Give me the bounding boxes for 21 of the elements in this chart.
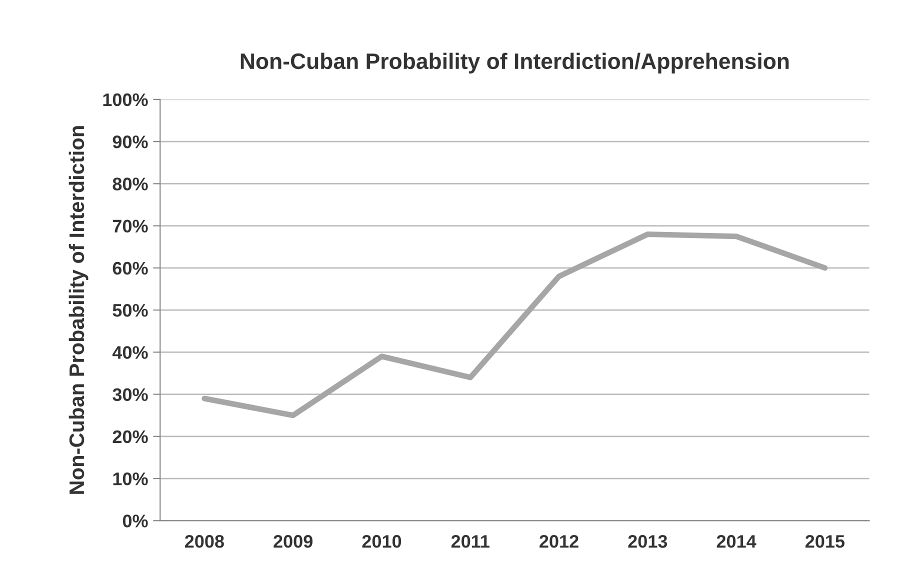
y-tick-label: 60% [112,262,148,275]
y-tick-label: 70% [112,220,148,233]
x-tick-label: 2015 [805,535,845,548]
y-tick-label: 40% [112,346,148,359]
x-tick-label: 2014 [716,535,756,548]
y-tick-label: 10% [113,472,148,486]
x-tick-label: 2009 [274,535,312,548]
y-tick-label: 50% [112,304,148,317]
y-tick-label: 0% [122,514,148,528]
y-tick-label: 80% [112,178,148,190]
x-tick-label: 2013 [628,535,668,548]
y-axis-title: Non-Cuban Probability of Interdiction [68,126,88,494]
x-tick-label: 2012 [540,535,578,548]
y-tick-label: 90% [112,136,148,148]
y-tick-label: 30% [112,388,148,402]
y-tick-label: 100% [103,93,148,106]
x-tick-label: 2010 [362,535,402,548]
x-tick-label: 2011 [451,535,490,548]
chart-title: Non-Cuban Probability of Interdiction/Apprehension [240,52,789,74]
y-tick-label: 20% [112,430,148,444]
x-tick-label: 2008 [184,535,224,548]
